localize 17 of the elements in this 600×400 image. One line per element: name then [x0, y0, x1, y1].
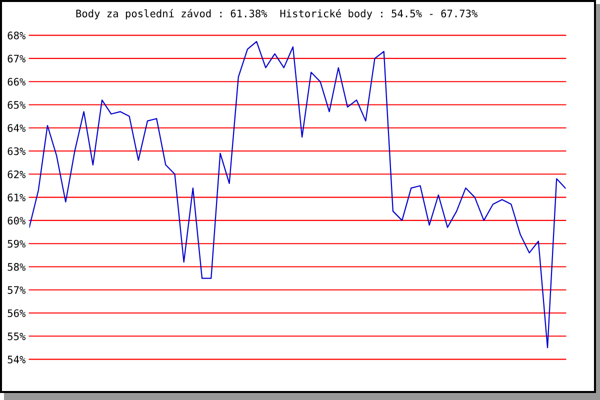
y-tick-label: 55%: [8, 332, 26, 340]
y-tick-label: 68%: [8, 32, 26, 40]
y-tick-label: 57%: [8, 286, 26, 294]
y-tick-label: 58%: [8, 263, 26, 271]
y-tick-label: 63%: [8, 147, 26, 156]
y-tick-label: 67%: [8, 54, 26, 63]
y-tick-label: 60%: [8, 216, 26, 225]
y-tick-label: 64%: [8, 124, 26, 132]
y-tick-label: 65%: [8, 101, 26, 109]
y-tick-label: 61%: [8, 194, 26, 202]
y-tick-label: 62%: [8, 170, 26, 178]
y-tick-label: 66%: [8, 78, 26, 86]
line-series: [29, 40, 566, 348]
chart-title: Body za poslední závod : 61.38% Historické body : 54.5% - 67.73%: [76, 9, 478, 20]
y-tick-label: 56%: [8, 309, 26, 318]
y-tick-label: 54%: [8, 356, 26, 364]
y-tick-label: 59%: [8, 240, 26, 248]
